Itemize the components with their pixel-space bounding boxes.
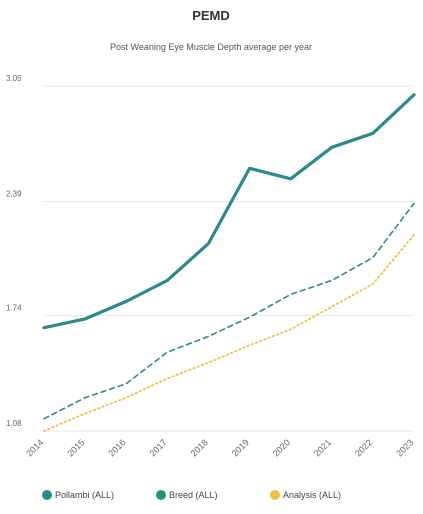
series-lines [42, 93, 416, 432]
chart-title: PEMD [192, 8, 230, 23]
legend-item-breed-all[interactable]: Breed (ALL) [156, 490, 218, 500]
x-tick-label: 2018 [189, 437, 210, 458]
legend-item-pollambi-all[interactable]: Pollambi (ALL) [42, 490, 114, 500]
series-line-analysis-all [43, 233, 415, 432]
legend-marker-icon [42, 490, 52, 500]
y-axis-tick-labels: 3.05 2.39 1.74 1.08 [6, 74, 22, 428]
legend-marker-icon [156, 490, 166, 500]
x-tick-label: 2016 [106, 437, 127, 458]
x-axis-tick-labels: 2014 2015 2016 2017 2018 2019 2020 2021 2022 2023 [24, 437, 415, 458]
x-tick-label: 2022 [353, 437, 374, 458]
x-tick-label: 2021 [312, 437, 333, 458]
legend-marker-icon [270, 490, 280, 500]
legend-label: Analysis (ALL) [283, 490, 341, 500]
series-line-breed-all [43, 202, 415, 420]
y-tick-label: 1.74 [6, 303, 22, 312]
x-tick-label: 2017 [148, 437, 169, 458]
gridlines [44, 85, 414, 432]
x-tick-label: 2014 [24, 437, 45, 458]
x-tick-label: 2020 [271, 437, 292, 458]
chart-subtitle: Post Weaning Eye Muscle Depth average pe… [110, 42, 312, 52]
series-line-pollambi-all [42, 93, 416, 330]
legend-item-analysis-all[interactable]: Analysis (ALL) [270, 490, 341, 500]
y-tick-label: 2.39 [6, 190, 22, 199]
x-tick-label: 2023 [394, 437, 415, 458]
y-tick-label: 1.08 [6, 419, 22, 428]
legend[interactable]: Pollambi (ALL) Breed (ALL) Analysis (ALL) [42, 490, 341, 500]
x-tick-label: 2019 [230, 437, 251, 458]
x-tick-label: 2015 [65, 437, 86, 458]
y-tick-label: 3.05 [6, 74, 22, 83]
legend-label: Pollambi (ALL) [55, 490, 114, 500]
legend-label: Breed (ALL) [169, 490, 218, 500]
